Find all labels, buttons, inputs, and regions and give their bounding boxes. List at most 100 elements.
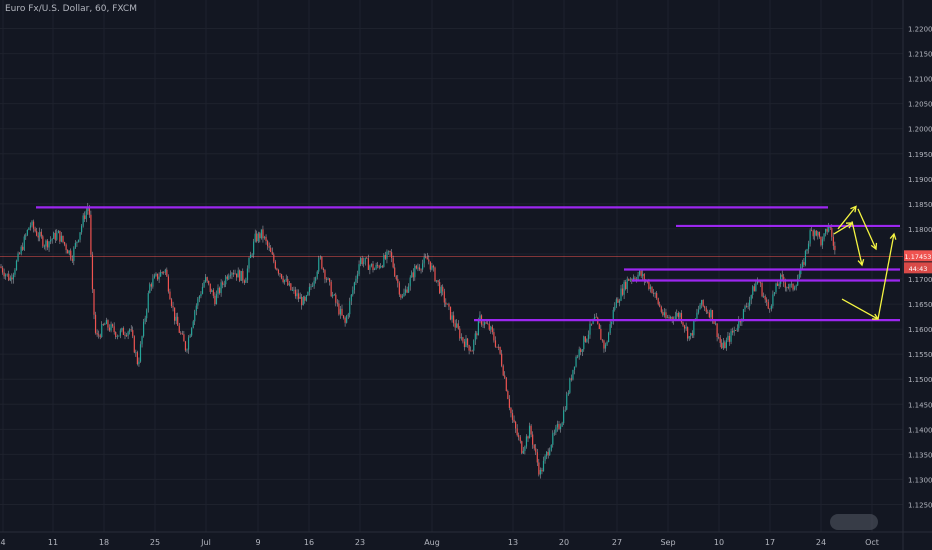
- x-tick-label: 11: [48, 538, 58, 547]
- candle-body: [505, 377, 507, 391]
- candle-body: [401, 296, 404, 298]
- candle-body: [721, 342, 723, 349]
- candle-body: [420, 269, 422, 271]
- candle-body: [94, 314, 97, 333]
- candle-body: [623, 281, 625, 295]
- candle-body: [260, 229, 262, 239]
- candle-body: [507, 390, 509, 399]
- candle-body: [631, 279, 633, 281]
- candle-body: [392, 258, 394, 268]
- candle-body: [637, 274, 639, 280]
- candle-body: [750, 294, 752, 301]
- candle-body: [104, 324, 106, 326]
- candle-body: [155, 273, 157, 276]
- candle-body: [708, 312, 710, 318]
- candle-body: [174, 307, 176, 321]
- candle-body: [742, 309, 745, 321]
- candle-body: [276, 268, 278, 271]
- candle-body: [701, 299, 703, 305]
- candle-body: [197, 298, 199, 306]
- candle-body: [107, 320, 109, 328]
- candle-body: [240, 271, 242, 281]
- candle-body: [778, 283, 780, 286]
- candle-body: [124, 334, 126, 336]
- candle-body: [141, 336, 143, 345]
- x-tick-label: Jul: [200, 538, 211, 547]
- candle-body: [770, 305, 772, 310]
- candle-body: [691, 333, 693, 336]
- candle-body: [477, 319, 479, 336]
- candle-body: [361, 258, 363, 265]
- candle-body: [99, 335, 101, 338]
- candle-body: [153, 275, 156, 279]
- candle-body: [380, 265, 382, 268]
- candle-body: [679, 313, 681, 318]
- candle-body: [718, 336, 720, 338]
- candle-body: [733, 330, 735, 333]
- candle-body: [170, 299, 173, 307]
- y-tick-label: 1.13000: [908, 476, 932, 484]
- y-tick-label: 1.19000: [908, 176, 932, 184]
- candle-body: [81, 225, 83, 233]
- candle-body: [291, 289, 293, 291]
- candle-body: [282, 278, 284, 282]
- candle-body: [245, 279, 247, 283]
- candle-body: [415, 265, 417, 269]
- y-tick-label: 1.20000: [908, 126, 932, 134]
- y-tick-label: 1.18000: [908, 226, 932, 234]
- candle-body: [180, 332, 182, 334]
- candle-body: [11, 277, 13, 280]
- candle-body: [663, 312, 665, 316]
- candle-body: [387, 250, 390, 252]
- candle-body: [349, 301, 351, 315]
- candle-body: [707, 311, 709, 313]
- x-tick-label: 9: [255, 538, 260, 547]
- candle-body: [321, 256, 323, 269]
- candle-body: [229, 274, 231, 276]
- candle-body: [437, 280, 439, 283]
- candle-body: [206, 277, 208, 281]
- y-tick-label: 1.19500: [908, 151, 932, 159]
- candle-body: [355, 278, 357, 283]
- candle-body: [341, 308, 343, 316]
- candle-body: [711, 310, 714, 321]
- candle-body: [536, 452, 538, 463]
- x-tick-label: 16: [304, 538, 314, 547]
- candle-body: [298, 293, 300, 299]
- candle-body: [211, 290, 213, 292]
- candle-body: [683, 325, 686, 329]
- candle-body: [0, 266, 2, 268]
- candle-body: [113, 326, 115, 333]
- candle-body: [583, 336, 585, 350]
- candle-body: [296, 293, 298, 297]
- candle-body: [15, 260, 18, 271]
- candle-body: [646, 281, 648, 283]
- candle-body: [809, 230, 811, 244]
- candle-body: [632, 277, 634, 280]
- candle-body: [192, 321, 194, 328]
- candle-body: [473, 340, 475, 351]
- candle-body: [457, 323, 459, 329]
- candle-body: [725, 340, 727, 349]
- candle-body: [516, 428, 518, 436]
- candle-body: [817, 231, 819, 236]
- candle-body: [167, 276, 169, 292]
- candle-body: [527, 436, 529, 439]
- candle-body: [629, 279, 631, 281]
- candle-body: [236, 273, 238, 278]
- candle-body: [732, 331, 734, 333]
- candle-body: [12, 274, 14, 280]
- candle-body: [214, 295, 216, 305]
- candle-body: [406, 289, 408, 293]
- candle-body: [549, 450, 551, 456]
- candle-body: [639, 270, 641, 275]
- candle-body: [329, 278, 331, 282]
- projection-arrowhead: [857, 259, 865, 267]
- candle-body: [267, 241, 269, 247]
- candle-body: [302, 296, 304, 306]
- candle-body: [519, 437, 521, 442]
- candle-body: [87, 207, 89, 211]
- candle-body: [372, 263, 374, 270]
- candle-body: [435, 280, 438, 282]
